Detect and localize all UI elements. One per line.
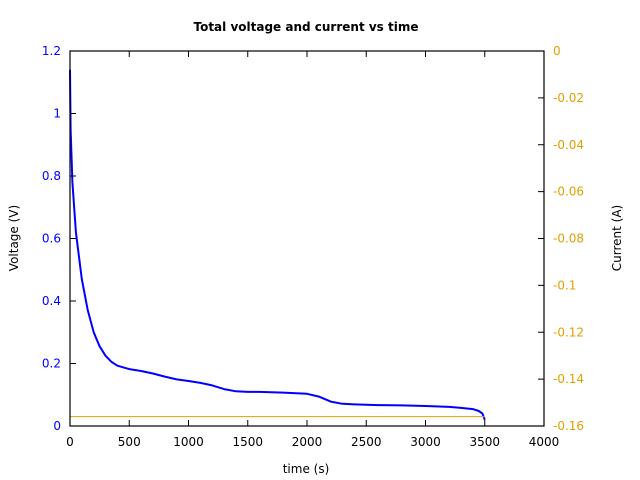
y2-tick-label: -0.08 (553, 232, 584, 246)
voltage-line (69, 69, 486, 421)
y2-tick-label: -0.06 (553, 185, 584, 199)
y-tick-label: 1 (53, 107, 61, 121)
y-tick-label: 0.6 (42, 232, 61, 246)
y2-axis-label: Current (A) (610, 205, 624, 271)
y2-tick-label: -0.16 (553, 419, 584, 433)
x-tick-label: 2000 (292, 435, 323, 449)
y-tick-label: 0 (53, 419, 61, 433)
plot-area (69, 69, 486, 421)
y-tick-label: 1.2 (42, 44, 61, 58)
x-axis-ticks: 0 500 1000 1500 2000 2500 3000 3500 4000 (66, 51, 559, 449)
y2-tick-label: -0.14 (553, 372, 584, 386)
chart-title: Total voltage and current vs time (193, 20, 418, 34)
y2-tick-label: -0.04 (553, 138, 584, 152)
x-tick-label: 3500 (469, 435, 500, 449)
x-tick-label: 2500 (351, 435, 382, 449)
x-tick-label: 1000 (173, 435, 204, 449)
x-tick-label: 500 (118, 435, 141, 449)
y2-tick-label: -0.12 (553, 325, 584, 339)
y2-tick-label: 0 (553, 44, 561, 58)
y-tick-label: 0.2 (42, 357, 61, 371)
plot-frame (69, 50, 545, 427)
y-axis-ticks: 0 0.2 0.4 0.6 0.8 1 1.2 (42, 44, 76, 433)
y-tick-label: 0.4 (42, 294, 61, 308)
y2-tick-label: -0.02 (553, 91, 584, 105)
y2-tick-label: -0.1 (553, 278, 576, 292)
y2-axis-ticks: -0.16 -0.14 -0.12 -0.1 -0.08 -0.06 -0.04 -0.02 0 (538, 44, 584, 433)
y-axis-label: Voltage (V) (7, 205, 21, 271)
x-tick-label: 4000 (529, 435, 560, 449)
x-axis-label: time (s) (283, 462, 330, 476)
x-tick-label: 3000 (410, 435, 441, 449)
x-tick-label: 0 (66, 435, 74, 449)
x-tick-label: 1500 (232, 435, 263, 449)
y-tick-label: 0.8 (42, 169, 61, 183)
